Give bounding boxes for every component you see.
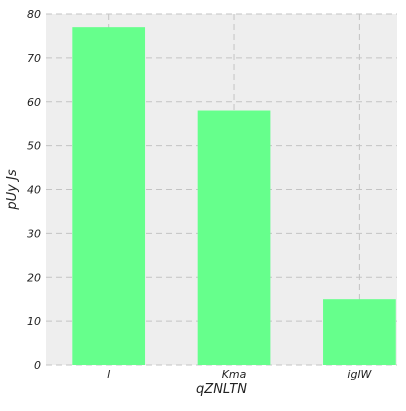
- x-tick-label: Kma: [222, 368, 247, 381]
- bar-l: [72, 27, 146, 365]
- y-tick-label: 0: [34, 359, 41, 372]
- x-tick-label: iglW: [347, 368, 372, 381]
- y-tick-label: 60: [27, 96, 41, 109]
- x-axis-label: qZNLTN: [196, 382, 247, 397]
- bar-Kma: [197, 110, 271, 366]
- bars: [72, 27, 396, 366]
- y-tick-label: 30: [27, 227, 41, 240]
- y-tick-labels: 0 10 20 30 40 50 60 70 80: [27, 8, 41, 372]
- y-tick-label: 20: [27, 271, 41, 284]
- y-tick-label: 80: [27, 8, 41, 21]
- y-tick-label: 50: [27, 140, 41, 153]
- y-tick-label: 40: [27, 184, 41, 197]
- y-tick-label: 70: [27, 52, 41, 65]
- bar-iglW: [323, 299, 396, 365]
- y-tick-label: 10: [27, 315, 41, 328]
- x-tick-labels: l Kma iglW: [107, 368, 372, 381]
- y-axis-label: pUy Js: [5, 169, 20, 210]
- x-tick-label: l: [107, 368, 110, 381]
